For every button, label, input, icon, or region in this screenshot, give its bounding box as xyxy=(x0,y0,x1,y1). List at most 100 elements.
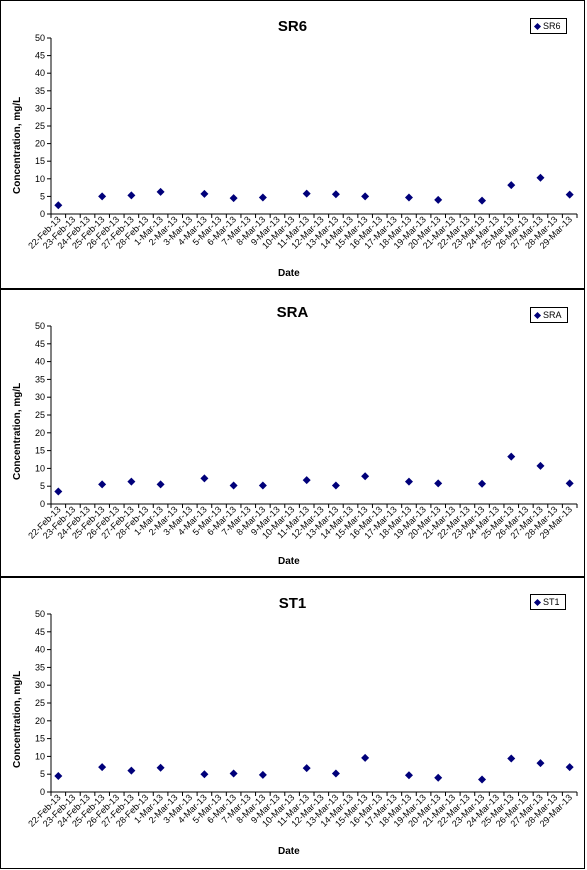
y-tick-label: 50 xyxy=(35,33,45,43)
y-tick-label: 10 xyxy=(35,174,45,184)
data-point xyxy=(302,189,311,198)
data-point xyxy=(258,481,267,490)
chart-legend: ST1 xyxy=(530,594,566,610)
chart-plot-sr6: 0510152025303540455022-Feb-1323-Feb-1324… xyxy=(26,33,578,251)
y-tick-label: 15 xyxy=(35,156,45,166)
y-tick-label: 5 xyxy=(40,769,45,779)
y-axis-label: Concentration, mg/L xyxy=(12,670,23,768)
x-axis-label: Date xyxy=(278,556,300,567)
legend-label: SR6 xyxy=(543,21,561,31)
chart-legend: SR6 xyxy=(530,18,567,34)
data-point xyxy=(98,763,107,772)
y-tick-label: 20 xyxy=(35,139,45,149)
data-point xyxy=(361,192,370,201)
legend-label: SRA xyxy=(543,310,562,320)
y-tick-label: 35 xyxy=(35,86,45,96)
data-point xyxy=(404,477,413,486)
chart-panel-st1: 0 5 10 15 20 25 30 35 40 45 50 22-Feb-13 23-Feb-13 24… xyxy=(0,577,585,869)
y-tick-label: 35 xyxy=(35,662,45,672)
y-tick-label: 50 xyxy=(35,609,45,619)
y-tick-label: 40 xyxy=(35,357,45,367)
y-tick-label: 5 xyxy=(40,481,45,491)
data-point xyxy=(229,194,238,203)
data-point xyxy=(229,769,238,778)
data-point xyxy=(156,763,165,772)
y-tick-label: 20 xyxy=(35,716,45,726)
chart-panel-sra: 0 5 10 15 20 25 30 35 40 45 50 22-Feb-13 23-Feb-13 24… xyxy=(0,289,585,577)
y-tick-label: 10 xyxy=(35,751,45,761)
data-point xyxy=(507,754,516,763)
data-point xyxy=(258,770,267,779)
data-point xyxy=(127,477,136,486)
data-point xyxy=(200,770,209,779)
legend-label: ST1 xyxy=(543,597,560,607)
data-point xyxy=(404,771,413,780)
y-tick-label: 40 xyxy=(35,68,45,78)
chart-plot-sra: 0510152025303540455022-Feb-1323-Feb-1324… xyxy=(26,321,578,541)
diamond-marker-icon xyxy=(533,598,542,606)
data-point xyxy=(536,759,545,768)
y-tick-label: 15 xyxy=(35,734,45,744)
x-axis-label: Date xyxy=(278,846,300,857)
y-tick-label: 0 xyxy=(40,209,45,219)
data-point xyxy=(302,764,311,773)
data-point xyxy=(98,192,107,201)
chart-legend: SRA xyxy=(530,307,568,323)
y-tick-label: 25 xyxy=(35,698,45,708)
y-tick-label: 0 xyxy=(40,787,45,797)
data-point xyxy=(478,479,487,488)
chart-plot-st1: 0510152025303540455022-Feb-1323-Feb-1324… xyxy=(26,609,578,829)
data-point xyxy=(434,479,443,488)
data-point xyxy=(229,481,238,490)
data-point xyxy=(434,773,443,782)
y-tick-label: 15 xyxy=(35,446,45,456)
data-point xyxy=(331,190,340,199)
y-tick-label: 0 xyxy=(40,499,45,509)
x-axis-label: Date xyxy=(278,268,300,279)
data-point xyxy=(507,181,516,190)
data-point xyxy=(507,452,516,461)
data-point xyxy=(258,193,267,202)
data-point xyxy=(404,193,413,202)
y-tick-label: 45 xyxy=(35,339,45,349)
diamond-marker-icon xyxy=(533,22,542,30)
data-point xyxy=(565,479,574,488)
data-point xyxy=(127,191,136,200)
data-point xyxy=(200,189,209,198)
y-tick-label: 25 xyxy=(35,410,45,420)
y-axis-label: Concentration, mg/L xyxy=(12,96,23,194)
y-tick-label: 40 xyxy=(35,645,45,655)
y-tick-label: 25 xyxy=(35,121,45,131)
y-tick-label: 45 xyxy=(35,627,45,637)
y-tick-label: 30 xyxy=(35,680,45,690)
y-tick-label: 50 xyxy=(35,321,45,331)
y-tick-label: 20 xyxy=(35,428,45,438)
y-tick-label: 30 xyxy=(35,103,45,113)
data-point xyxy=(156,187,165,196)
y-tick-label: 5 xyxy=(40,191,45,201)
data-point xyxy=(54,771,63,780)
data-point xyxy=(127,766,136,775)
y-tick-label: 35 xyxy=(35,374,45,384)
y-axis-label: Concentration, mg/L xyxy=(12,382,23,480)
data-point xyxy=(478,196,487,205)
data-point xyxy=(331,769,340,778)
chart-title: SR6 xyxy=(277,18,308,35)
data-point xyxy=(536,461,545,470)
data-point xyxy=(536,173,545,182)
y-tick-label: 30 xyxy=(35,392,45,402)
data-point xyxy=(434,195,443,204)
data-point xyxy=(98,480,107,489)
data-point xyxy=(565,190,574,199)
data-point xyxy=(54,201,63,210)
y-tick-label: 10 xyxy=(35,463,45,473)
diamond-marker-icon xyxy=(533,311,542,319)
data-point xyxy=(565,763,574,772)
data-point xyxy=(331,481,340,490)
data-point xyxy=(54,487,63,496)
chart-title: SRA xyxy=(276,304,309,321)
data-point xyxy=(302,476,311,485)
data-point xyxy=(361,753,370,762)
data-point xyxy=(200,474,209,483)
chart-panel-sr6: 0 5 10 15 20 25 30 35 40 45 50 22-Feb-13 23-Feb-13 24… xyxy=(0,0,585,289)
